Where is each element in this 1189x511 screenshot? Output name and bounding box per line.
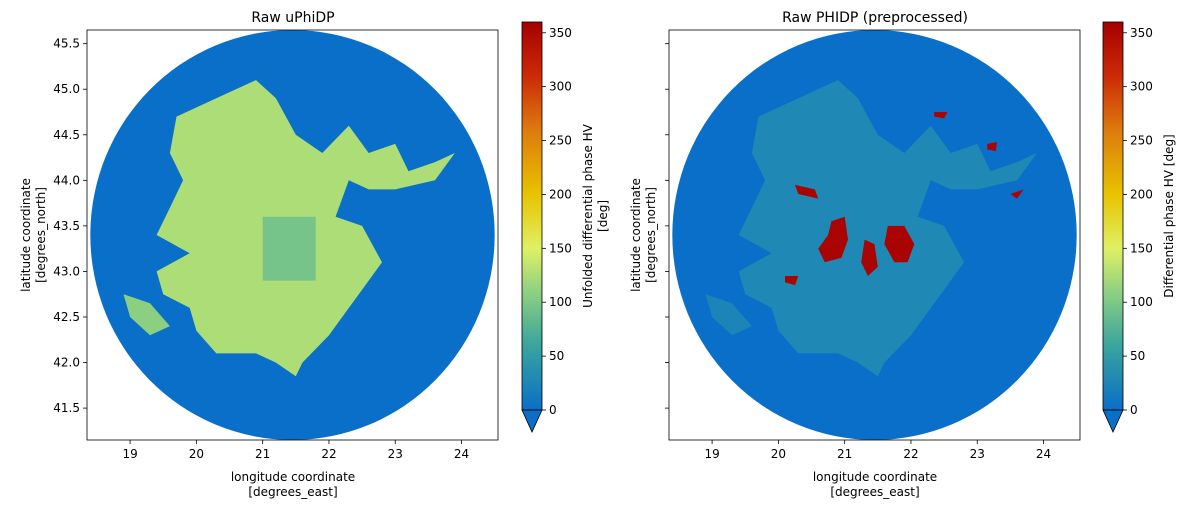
x-tick-label: 21: [837, 447, 852, 461]
axes-frame: [668, 29, 1081, 441]
echo-region: [934, 112, 948, 119]
y-tick-label: 45.5: [53, 37, 80, 51]
chart-left-title: Raw uPhiDP: [251, 10, 334, 26]
chart-right-y-label: latitude coordinate[degrees_north]: [629, 178, 658, 292]
colorbar-tick-label: 150: [549, 241, 572, 255]
colorbar-label: Differential phase HV [deg]: [1162, 134, 1176, 297]
x-tick-label: 23: [970, 447, 985, 461]
chart-right-x-ticks: 19 20 21 22 23 24: [704, 440, 1051, 461]
chart-left: Raw uPhiDP 19 20 21 22 23 24 41.5 42.0 42.5 43.0…: [19, 10, 610, 499]
x-tick-label: 24: [454, 447, 469, 461]
y-tick-label: 43.0: [53, 264, 80, 278]
y-tick-label: 45.0: [53, 82, 80, 96]
echo-region: [123, 294, 170, 336]
colorbar-tick-label: 0: [549, 403, 557, 417]
x-tick-label: 19: [122, 447, 137, 461]
colorbar-tick-label: 150: [1130, 241, 1153, 255]
x-tick-label: 22: [321, 447, 336, 461]
colorbar-tick-label: 350: [549, 26, 572, 40]
y-tick-label: 42.0: [53, 356, 80, 370]
echo-region: [861, 239, 878, 276]
y-tick-label: 42.5: [53, 310, 80, 324]
colorbar-label: Unfolded differential phase HV[deg]: [581, 123, 610, 308]
colorbar-tick-label: 300: [1130, 80, 1153, 94]
echo-region: [1010, 189, 1024, 199]
y-tick-label: 41.5: [53, 401, 80, 415]
chart-right-title: Raw PHIDP (preprocessed): [782, 10, 968, 26]
echo-region: [785, 276, 799, 286]
colorbar-tick-label: 300: [549, 80, 572, 94]
echo-region: [987, 142, 998, 152]
chart-left-x-label: longitude coordinate [degrees_east]: [231, 470, 355, 499]
x-tick-label: 21: [255, 447, 270, 461]
colorbar-gradient: [522, 22, 542, 410]
colorbar-tick-label: 0: [1130, 403, 1138, 417]
chart-right: Raw PHIDP (preprocessed) 19 20 21 22 23 24 lo…: [629, 10, 1176, 499]
colorbar-tick-label: 100: [1130, 295, 1153, 309]
chart-left-y-ticks: 41.5 42.0 42.5 43.0 43.5 44.0 44.5 45.0 45.5: [53, 37, 87, 415]
chart-right-colorbar: 0 50 100 150 200 250 300 350 Differential phase …: [1102, 21, 1176, 433]
colorbar-tick-label: 100: [549, 295, 572, 309]
chart-right-y-ticks: [665, 43, 669, 409]
colorbar-tick-label: 350: [1130, 26, 1153, 40]
chart-left-colorbar: 0 50 100 150 200 250 300 350 Unfolded differenti…: [521, 21, 610, 433]
x-tick-label: 22: [903, 447, 918, 461]
colorbar-tick-label: 250: [1130, 134, 1153, 148]
chart-left-x-ticks: 19 20 21 22 23 24: [122, 440, 469, 461]
colorbar-tick-label: 50: [549, 349, 564, 363]
colorbar-tick-label: 200: [549, 187, 572, 201]
echo-region: [262, 216, 316, 281]
echo-region: [884, 225, 915, 263]
x-tick-label: 23: [388, 447, 403, 461]
echo-region: [705, 294, 752, 336]
chart-right-x-label: longitude coordinate [degrees_east]: [813, 470, 937, 499]
echo-region: [818, 216, 848, 263]
colorbar-extend-min: [521, 409, 543, 433]
x-tick-label: 20: [189, 447, 204, 461]
echo-region: [795, 184, 819, 199]
colorbar-tick-label: 200: [1130, 187, 1153, 201]
colorbar-extend-min: [1102, 409, 1124, 433]
chart-left-y-label: latitude coordinate[degrees_north]: [19, 178, 48, 292]
axes-frame: [86, 29, 499, 441]
colorbar-gradient: [1103, 22, 1123, 410]
y-tick-label: 44.0: [53, 173, 80, 187]
x-tick-label: 20: [771, 447, 786, 461]
y-tick-label: 44.5: [53, 128, 80, 142]
x-tick-label: 24: [1036, 447, 1051, 461]
colorbar-tick-label: 250: [549, 134, 572, 148]
chart-left-plot-area: [86, 29, 499, 441]
colorbar-tick-label: 50: [1130, 349, 1145, 363]
x-tick-label: 19: [704, 447, 719, 461]
y-tick-label: 43.5: [53, 219, 80, 233]
chart-right-plot-area: [668, 29, 1081, 441]
